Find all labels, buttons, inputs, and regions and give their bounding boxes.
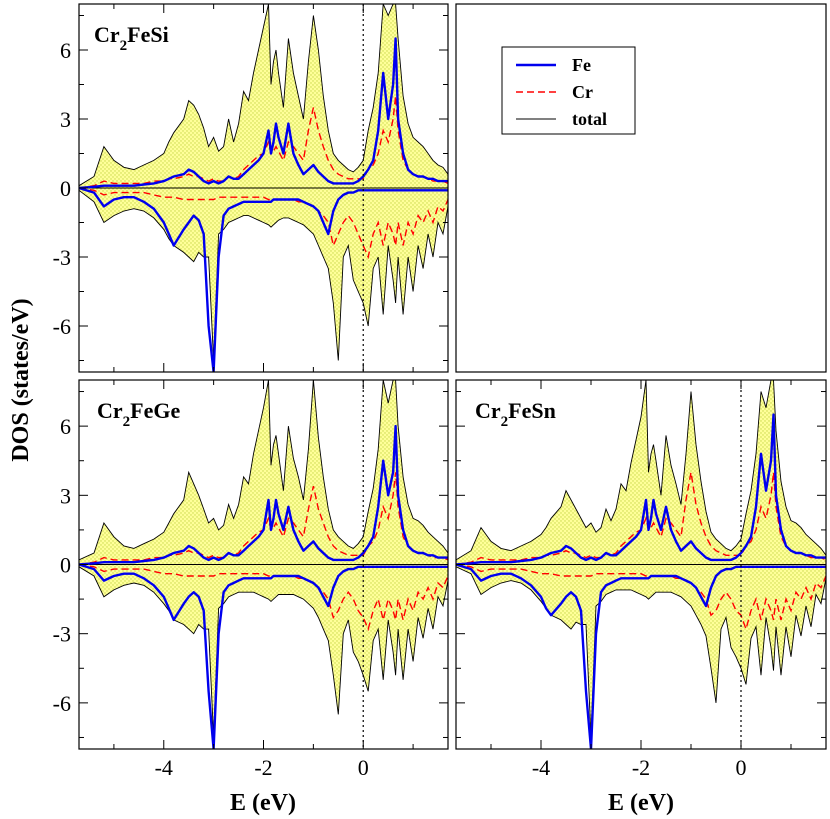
total-up-line [79,380,448,561]
panel-title: Cr2FeGe [97,398,180,430]
panel-cr2fege: Cr2FeGe -4 -2 0 -6 -3 0 3 6 [53,379,449,780]
panel-cr2fesi: Cr2FeSi -6 -3 0 3 6 [53,3,449,373]
axis-ticks: -4 -2 0 [456,380,826,780]
plot-area [79,380,448,749]
x-tick-label: -2 [254,755,272,780]
y-tick-label: 3 [60,483,71,508]
y-tick-label: 3 [60,107,71,132]
y-tick-label: 6 [60,38,71,63]
panel-title: Cr2FeSi [94,22,169,54]
y-tick-label: 0 [60,176,71,201]
x-axis-label-left: E (eV) [230,790,296,816]
y-axis-label: DOS (states/eV) [8,298,34,461]
legend-fe-label: Fe [572,55,591,75]
fe-dn-line [79,186,448,372]
axis-ticks: -4 -2 0 -6 -3 0 3 6 [53,380,448,780]
total-dn-line [79,566,448,738]
panel-cr2fesn: Cr2FeSn -4 -2 0 [455,379,827,780]
fe-dn-line [79,563,448,749]
panel-title: Cr2FeSn [475,398,556,430]
total-dn-line [456,566,826,738]
x-axis-label-right: E (eV) [608,790,674,816]
y-tick-label: -3 [53,622,71,647]
legend-box [501,46,636,135]
x-tick-label: 0 [736,755,747,780]
cr-up-line [456,472,826,566]
total-dn-fill [79,564,448,738]
legend-panel-frame [455,3,827,373]
total-up-fill [79,4,448,188]
fe-up-line [79,37,448,190]
fe-dn-line [456,563,826,749]
y-tick-label: -6 [53,691,71,716]
total-up-fill [456,380,826,565]
total-dn-line [79,189,448,361]
cr-up-line [79,95,448,189]
plot-area [79,4,448,372]
x-tick-label: -2 [632,755,650,780]
plot-area [456,380,826,749]
y-tick-label: 6 [60,414,71,439]
cr-up-line [79,472,448,566]
y-tick-label: -3 [53,245,71,270]
fe-up-line [79,424,448,566]
axis-ticks: -6 -3 0 3 6 [53,4,448,372]
total-up-fill [79,380,448,565]
total-dn-fill [456,564,826,738]
legend-total-label: total [572,109,607,129]
fe-up-line [456,413,826,566]
legend-cr-label: Cr [572,82,593,102]
x-tick-label: -4 [155,755,173,780]
total-dn-fill [79,188,448,361]
x-tick-label: 0 [358,755,369,780]
x-tick-label: -4 [532,755,550,780]
total-up-line [79,4,448,187]
legend-panel: Fe Cr total [455,3,827,373]
total-up-line [456,380,826,561]
y-tick-label: 0 [60,553,71,578]
y-tick-label: -6 [53,314,71,339]
